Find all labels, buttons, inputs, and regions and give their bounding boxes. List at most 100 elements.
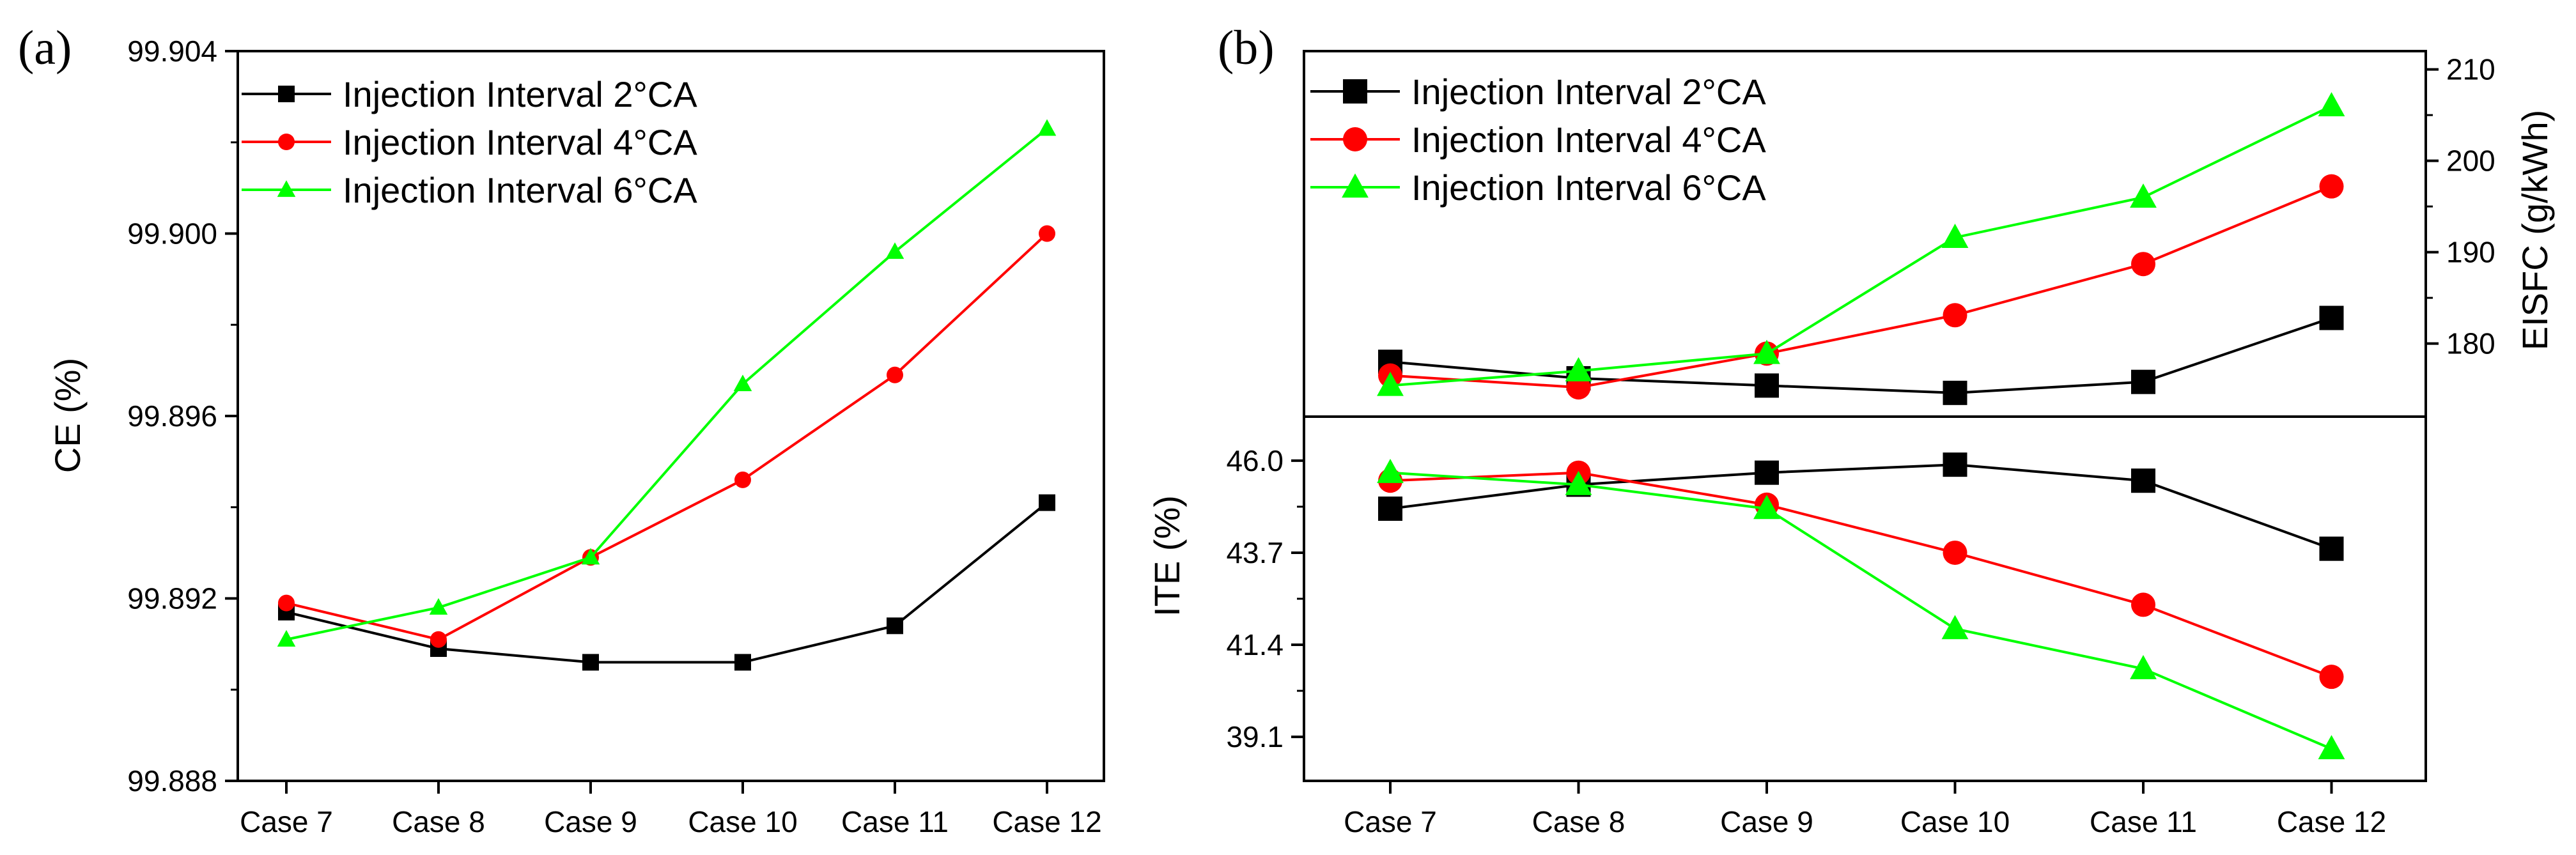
panel-b-ite-injection-interval-6-ca-point-1: [1377, 459, 1404, 483]
panel-a-injection-interval-2-ca-point-5: [887, 617, 903, 635]
panel-a-y-tick-label-1: 99.904: [127, 35, 217, 68]
panel-a-x-tick-label-1: Case 7: [240, 805, 333, 838]
panel-a-y-tick-label-2: 99.900: [127, 217, 217, 250]
panel-b-ite-injection-interval-2-ca-point-3: [1755, 460, 1779, 485]
panel-a-y-axis-label: CE (%): [47, 358, 88, 473]
panel-b-ite-injection-interval-4-ca-point-4: [1943, 540, 1967, 565]
panel-b-eisfc-injection-interval-2-ca-point-6: [2319, 305, 2344, 330]
panel-b-eisfc-tick-label-2: 190: [2446, 236, 2495, 269]
panel-a-x-axis: Case 7 Case 8 Case 9 Case 10 Case 11 Case 12: [240, 781, 1102, 838]
panel-b-series: [1377, 92, 2345, 760]
panel-a-legend-injection-interval-2-ca-label: Injection Interval 2°CA: [343, 74, 697, 114]
panel-a-legend-injection-interval-4-ca-marker: [278, 134, 295, 150]
panel-b-legend-injection-interval-2-ca-marker: [1343, 79, 1367, 104]
panel-b-ite-tick-label-3: 41.4: [1226, 628, 1284, 661]
panel-b-legend: Injection Interval 2°CA Injection Interva…: [1310, 72, 1766, 208]
panel-b-eisfc-axis-label: EISFC (g/kWh): [2515, 110, 2555, 350]
panel-b-ite-injection-interval-6-ca-line: [1390, 471, 2332, 750]
panel-b-x-tick-label-2: Case 8: [1532, 805, 1626, 838]
panel-b-eisfc-injection-interval-6-ca-line: [1390, 105, 2332, 387]
panel-b-eisfc-injection-interval-4-ca-point-6: [2319, 174, 2344, 199]
panel-a-injection-interval-4-ca-point-2: [430, 631, 447, 648]
panel-b-eisfc-injection-interval-6-ca-point-1: [1377, 371, 1404, 396]
panel-b-ite-injection-interval-6-ca-point-2: [1565, 470, 1592, 495]
panel-b: (b) 180 190 200 210 46.0 43.7 41.4 39.1 Case 7…: [1147, 21, 2555, 838]
panel-b-ite-tick-label-1: 46.0: [1226, 444, 1284, 477]
panel-a-legend: Injection Interval 2°CA Injection Interva…: [242, 74, 697, 210]
panel-b-eisfc-injection-interval-6-ca-point-3: [1753, 339, 1780, 364]
panel-a-series: [277, 119, 1057, 671]
panel-a-injection-interval-4-ca-point-5: [887, 366, 903, 383]
panel-b-eisfc-injection-interval-2-ca-point-3: [1755, 373, 1779, 398]
panel-a-injection-interval-4-ca-point-6: [1039, 225, 1055, 242]
panel-a-x-tick-label-4: Case 10: [688, 805, 797, 838]
panel-b-ite-injection-interval-6-ca-point-5: [2130, 654, 2157, 679]
panel-a-x-tick-label-3: Case 9: [544, 805, 637, 838]
panel-a-injection-interval-6-ca-point-6: [1037, 119, 1057, 136]
panel-b-ite-injection-interval-2-ca-point-1: [1378, 497, 1402, 521]
panel-b-eisfc-injection-interval-4-ca-point-5: [2131, 252, 2155, 277]
panel-a-injection-interval-6-ca-point-2: [429, 597, 448, 615]
panel-b-legend-injection-interval-6-ca-label: Injection Interval 6°CA: [1411, 167, 1766, 208]
panel-b-eisfc-injection-interval-6-ca-point-5: [2130, 183, 2157, 208]
panel-a-legend-injection-interval-4-ca-label: Injection Interval 4°CA: [343, 122, 697, 162]
panel-a-injection-interval-4-ca-point-1: [278, 594, 295, 612]
panel-b-eisfc-tick-label-4: 210: [2446, 53, 2495, 86]
panel-a-injection-interval-6-ca-point-4: [733, 374, 752, 392]
panel-a-y-axis: 99.904 99.900 99.896 99.892 99.888: [127, 35, 238, 797]
panel-b-ite-tick-label-4: 39.1: [1226, 720, 1284, 753]
panel-b-eisfc-injection-interval-2-ca-point-5: [2131, 369, 2155, 394]
panel-a-legend-injection-interval-6-ca-marker: [277, 180, 296, 197]
panel-a-injection-interval-2-ca-line: [286, 502, 1048, 664]
panel-b-legend-injection-interval-6-ca-marker: [1342, 173, 1369, 198]
panel-a-injection-interval-2-ca-point-3: [582, 654, 599, 671]
panel-b-eisfc-injection-interval-2-ca-point-4: [1943, 380, 1967, 405]
panel-b-x-tick-label-5: Case 11: [2090, 805, 2197, 838]
panel-a-injection-interval-6-ca-point-5: [885, 242, 904, 259]
panel-b-ite-injection-interval-2-ca-point-5: [2131, 468, 2155, 493]
panel-b-ite-axis: 46.0 43.7 41.4 39.1: [1226, 444, 1304, 753]
panel-a-legend-injection-interval-6-ca-label: Injection Interval 6°CA: [343, 170, 697, 210]
panel-a-injection-interval-4-ca-point-4: [734, 471, 751, 488]
panel-b-ite-injection-interval-4-ca-point-6: [2319, 665, 2344, 689]
panel-a-legend-injection-interval-2-ca-marker: [278, 86, 295, 102]
panel-a-x-tick-label-5: Case 11: [841, 805, 949, 838]
panel-b-ite-injection-interval-6-ca-point-3: [1753, 495, 1780, 520]
panel-b-ite-injection-interval-6-ca-point-6: [2318, 735, 2345, 760]
panel-a-label: (a): [18, 21, 72, 75]
panel-a-injection-interval-2-ca-point-6: [1039, 494, 1055, 511]
panel-b-eisfc-tick-label-3: 200: [2446, 144, 2495, 178]
panel-a: (a) 99.904 99.900 99.896 99.892 99.888 Case …: [18, 21, 1105, 838]
panel-b-ite-injection-interval-2-ca-point-4: [1943, 452, 1967, 477]
panel-b-x-tick-label-4: Case 10: [1900, 805, 2010, 838]
panel-b-ite-injection-interval-2-ca-line: [1390, 463, 2332, 550]
panel-b-legend-injection-interval-4-ca-marker: [1343, 127, 1367, 151]
panel-a-injection-interval-4-ca-line: [286, 233, 1048, 641]
panel-b-x-tick-label-3: Case 9: [1720, 805, 1813, 838]
panel-b-ite-injection-interval-4-ca-line: [1390, 471, 2332, 679]
panel-b-ite-injection-interval-4-ca-point-5: [2131, 592, 2155, 617]
panel-a-y-tick-label-3: 99.896: [127, 399, 217, 433]
panel-b-ite-axis-label: ITE (%): [1147, 495, 1187, 617]
panel-a-injection-interval-6-ca-point-1: [277, 629, 296, 647]
panel-b-x-tick-label-1: Case 7: [1344, 805, 1437, 838]
panel-b-x-tick-label-6: Case 12: [2277, 805, 2386, 838]
panel-b-eisfc-injection-interval-6-ca-point-2: [1565, 357, 1592, 381]
panel-b-x-axis: Case 7 Case 8 Case 9 Case 10 Case 11 Case 12: [1344, 781, 2386, 838]
panel-b-eisfc-axis: 180 190 200 210: [2426, 53, 2495, 360]
panel-b-ite-tick-label-2: 43.7: [1226, 536, 1284, 569]
panel-a-injection-interval-2-ca-point-4: [734, 654, 751, 671]
panel-b-eisfc-tick-label-1: 180: [2446, 327, 2495, 360]
panel-b-eisfc-injection-interval-6-ca-point-4: [1941, 224, 1969, 248]
panel-b-legend-injection-interval-2-ca-label: Injection Interval 2°CA: [1411, 72, 1766, 112]
panel-a-x-tick-label-2: Case 8: [392, 805, 485, 838]
panel-b-eisfc-injection-interval-4-ca-line: [1390, 185, 2332, 389]
panel-b-eisfc-injection-interval-6-ca-point-6: [2318, 92, 2345, 117]
panel-b-ite-injection-interval-2-ca-point-6: [2319, 536, 2344, 561]
panel-b-legend-injection-interval-4-ca-label: Injection Interval 4°CA: [1411, 119, 1766, 160]
panel-a-y-tick-label-4: 99.892: [127, 582, 217, 615]
panel-b-label: (b): [1218, 21, 1275, 75]
panel-b-eisfc-injection-interval-4-ca-point-4: [1943, 303, 1967, 328]
panel-a-injection-interval-6-ca-line: [286, 127, 1048, 641]
